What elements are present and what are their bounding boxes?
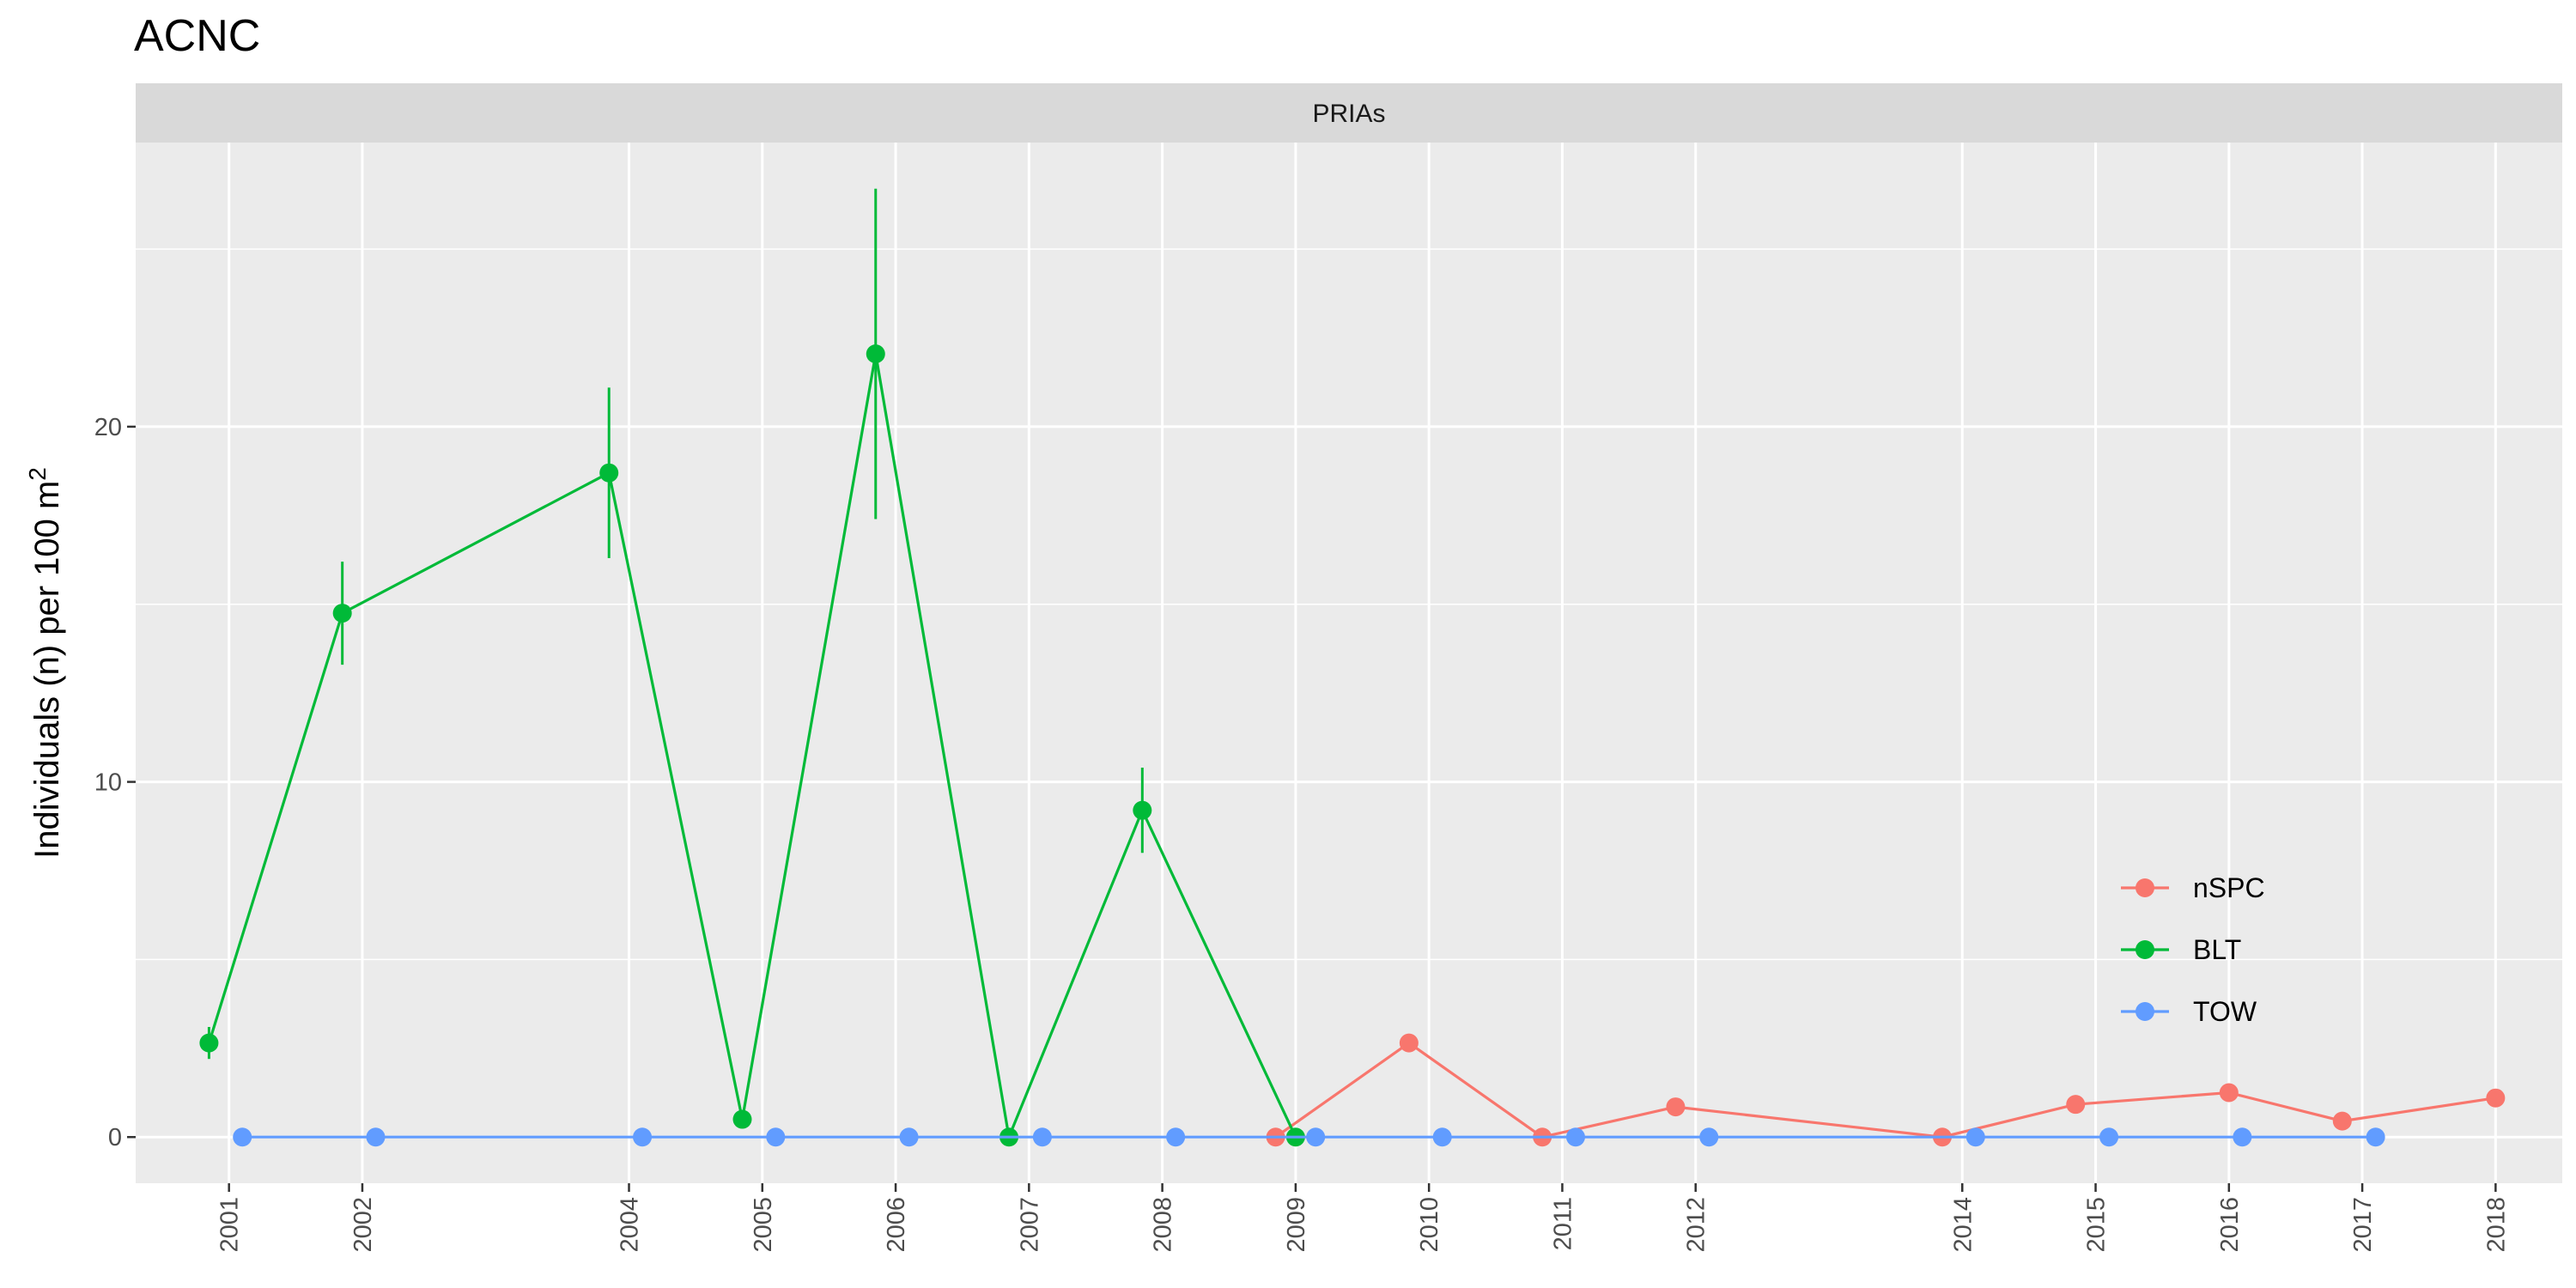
facet-strip-label: PRIAs	[1312, 100, 1385, 128]
point-nspc	[2332, 1111, 2352, 1131]
axis-ticks	[127, 425, 2497, 1192]
legend-key-point-nspc	[2136, 878, 2154, 897]
x-tick-label: 2009	[1283, 1197, 1310, 1253]
point-blt	[1133, 800, 1152, 820]
legend-label-nspc: nSPC	[2193, 872, 2265, 903]
point-tow	[1432, 1127, 1452, 1147]
point-tow	[766, 1127, 786, 1147]
point-nspc	[2486, 1088, 2506, 1108]
x-tick-label: 2006	[883, 1197, 910, 1253]
legend-key-point-tow	[2136, 1002, 2154, 1021]
y-axis-title: Individuals (n) per 100 m2	[24, 467, 67, 859]
x-tick-label: 2004	[617, 1197, 644, 1253]
x-tick-label: 2015	[2083, 1197, 2111, 1253]
point-tow	[899, 1127, 919, 1147]
point-nspc	[1399, 1033, 1419, 1053]
plot-panel	[136, 143, 2562, 1183]
point-tow	[633, 1127, 653, 1147]
point-tow	[1565, 1127, 1585, 1147]
legend-label-tow: TOW	[2193, 996, 2257, 1027]
x-tick-label: 2002	[349, 1197, 377, 1253]
x-tick-label: 2001	[216, 1197, 244, 1253]
point-tow	[1166, 1127, 1186, 1147]
x-tick-label: 2005	[750, 1197, 777, 1253]
y-tick-label: 20	[94, 414, 122, 441]
x-tick-label: 2007	[1016, 1197, 1043, 1253]
point-nspc	[2219, 1083, 2239, 1103]
facet-strip	[136, 83, 2562, 143]
x-tick-label: 2018	[2482, 1197, 2510, 1253]
point-tow	[233, 1127, 252, 1147]
x-tick-label: 2011	[1549, 1197, 1577, 1250]
legend-item-nspc: nSPC	[2121, 872, 2265, 903]
legend-item-tow: TOW	[2121, 996, 2257, 1027]
legend-key-point-blt	[2136, 940, 2154, 959]
x-tick-label: 2008	[1150, 1197, 1177, 1253]
line-blt	[207, 353, 1297, 1142]
point-tow	[1306, 1127, 1326, 1147]
grid-major	[136, 143, 2562, 1183]
point-nspc	[2066, 1095, 2086, 1115]
point-blt	[866, 344, 885, 364]
point-blt	[732, 1109, 752, 1129]
point-tow	[2366, 1127, 2385, 1147]
series-layer	[199, 188, 2506, 1147]
point-blt	[332, 604, 352, 623]
point-blt	[199, 1033, 219, 1053]
point-tow	[2233, 1127, 2252, 1147]
point-tow	[1965, 1127, 1985, 1147]
y-tick-labels: 0 10 20	[94, 414, 122, 1151]
point-tow	[1699, 1127, 1719, 1147]
x-tick-label: 2010	[1416, 1197, 1443, 1253]
y-tick-label: 0	[108, 1124, 122, 1151]
y-axis-title-superscript: 2	[24, 467, 51, 481]
point-blt	[599, 463, 619, 483]
legend: nSPC BLT TOW	[2121, 872, 2265, 1027]
x-tick-label: 2012	[1683, 1197, 1710, 1253]
series-blt	[199, 188, 1305, 1147]
point-tow	[2099, 1127, 2119, 1147]
x-tick-label: 2014	[1949, 1197, 1977, 1253]
point-tow	[1032, 1127, 1052, 1147]
x-tick-labels: 2001 2002 2004 2005 2006 2007 2008 2009 2010 2011…	[216, 1197, 2511, 1253]
series-tow	[233, 1127, 2385, 1147]
x-tick-label: 2016	[2216, 1197, 2244, 1253]
x-tick-label: 2017	[2349, 1197, 2377, 1253]
legend-label-blt: BLT	[2193, 934, 2241, 965]
point-tow	[366, 1127, 386, 1147]
point-nspc	[1666, 1097, 1686, 1117]
y-tick-label: 10	[94, 769, 122, 797]
grid-minor	[136, 248, 2562, 961]
y-axis-title-text: Individuals (n) per 100 m	[28, 481, 66, 859]
chart-title: ACNC	[134, 11, 261, 61]
legend-item-blt: BLT	[2121, 934, 2241, 965]
